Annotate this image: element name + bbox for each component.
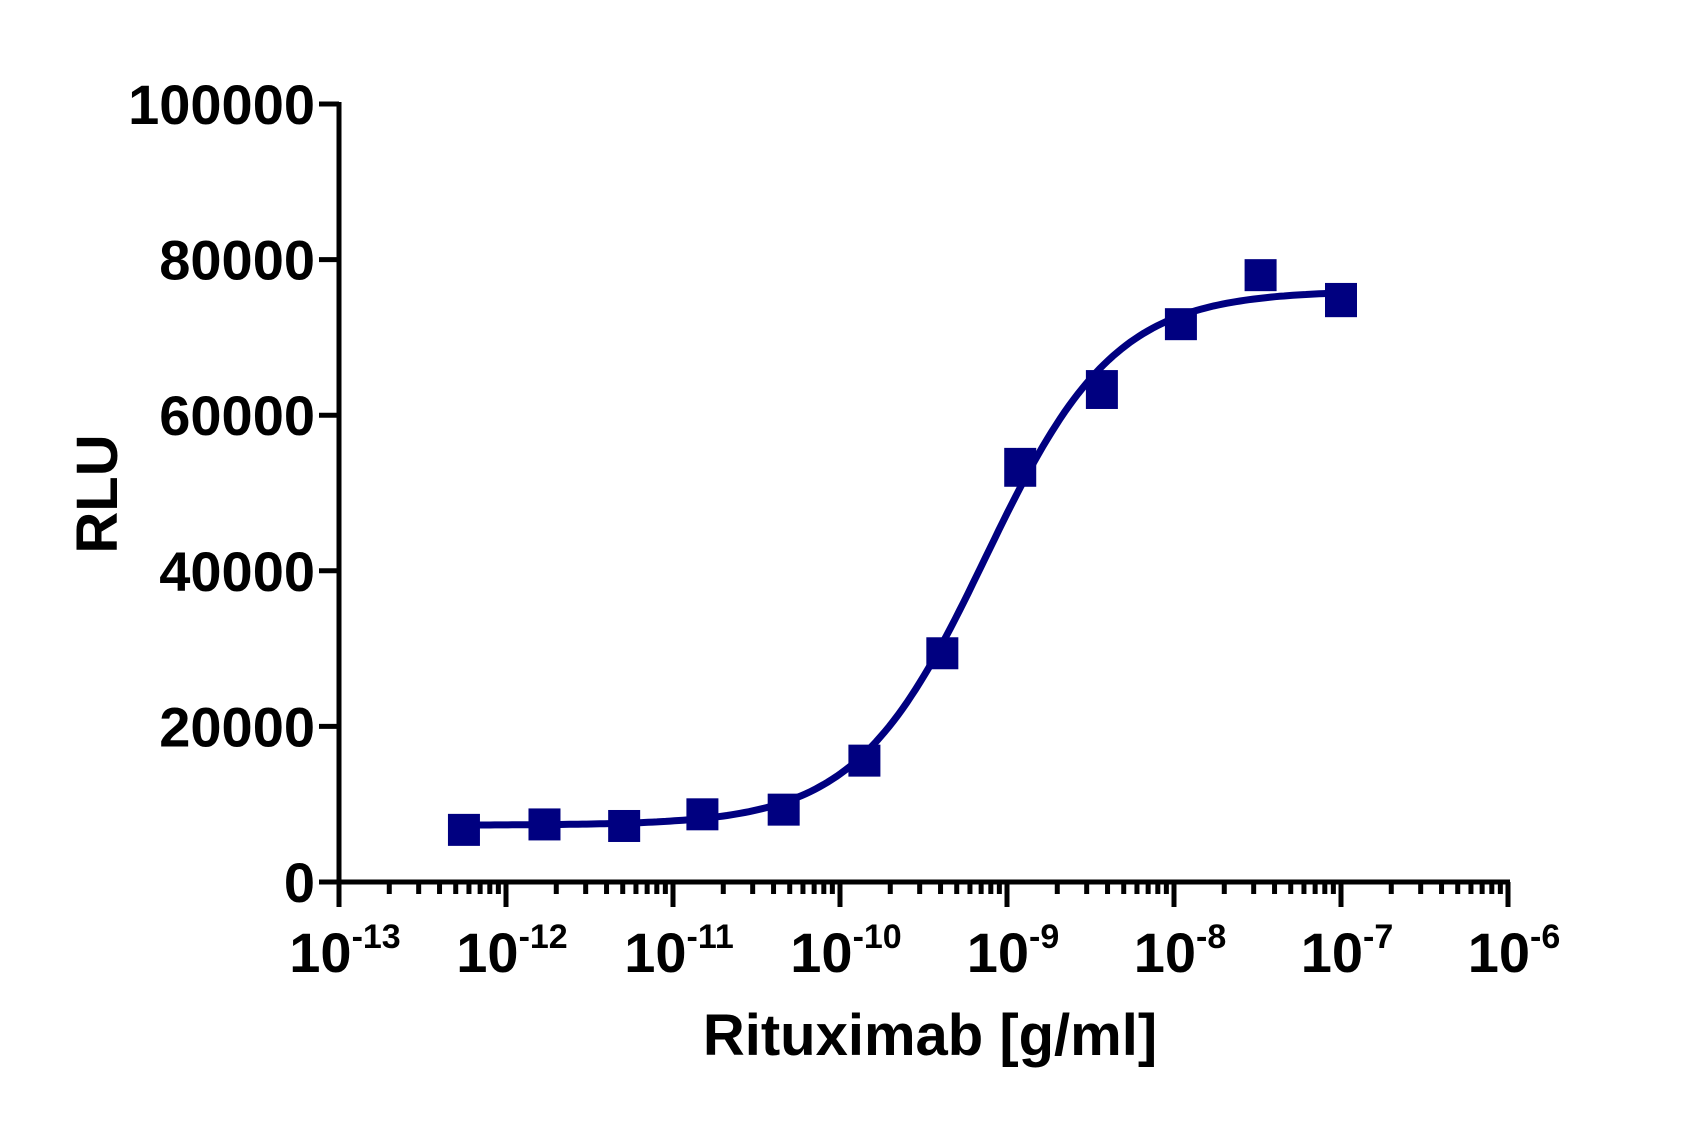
x-tick-label: 10-7 bbox=[1301, 918, 1394, 984]
x-tick-label: 10-8 bbox=[1134, 918, 1227, 984]
x-tick-label: 10-6 bbox=[1468, 918, 1561, 984]
data-point-marker bbox=[686, 798, 719, 831]
x-tick-label: 10-10 bbox=[790, 918, 901, 984]
data-point-marker bbox=[848, 744, 881, 777]
y-axis-title: RLU bbox=[65, 434, 130, 553]
data-point-marker bbox=[1004, 447, 1037, 487]
y-tick-label: 20000 bbox=[159, 695, 315, 758]
y-axis: 0 20000 40000 60000 80000 100000 bbox=[128, 73, 342, 914]
x-tick-label: 10-13 bbox=[289, 918, 400, 984]
data-points bbox=[447, 259, 1357, 846]
data-point-marker bbox=[528, 808, 561, 841]
x-tick-label: 10-12 bbox=[456, 918, 567, 984]
data-point-marker bbox=[1325, 282, 1357, 318]
fit-curve-path bbox=[460, 289, 1345, 829]
data-point-marker bbox=[767, 793, 800, 826]
y-tick-label: 100000 bbox=[128, 73, 315, 136]
data-point-marker bbox=[608, 809, 641, 842]
fit-curve bbox=[460, 289, 1345, 829]
data-point-marker bbox=[447, 813, 480, 846]
data-point-marker bbox=[1085, 370, 1118, 409]
data-point-marker bbox=[1244, 259, 1277, 292]
data-point-marker bbox=[926, 637, 959, 670]
x-axis: 10-13 10-12 10-11 10-10 10-9 10-8 10-7 10-6 bbox=[289, 879, 1561, 984]
x-tick-label: 10-11 bbox=[624, 918, 734, 984]
data-point-marker bbox=[1164, 308, 1197, 341]
y-tick-label: 40000 bbox=[159, 540, 315, 603]
y-tick-label: 0 bbox=[284, 851, 315, 914]
y-tick-label: 80000 bbox=[159, 229, 315, 292]
x-axis-title: Rituximab [g/ml] bbox=[703, 1003, 1157, 1068]
x-tick-label: 10-9 bbox=[967, 918, 1060, 984]
y-tick-label: 60000 bbox=[159, 384, 315, 447]
